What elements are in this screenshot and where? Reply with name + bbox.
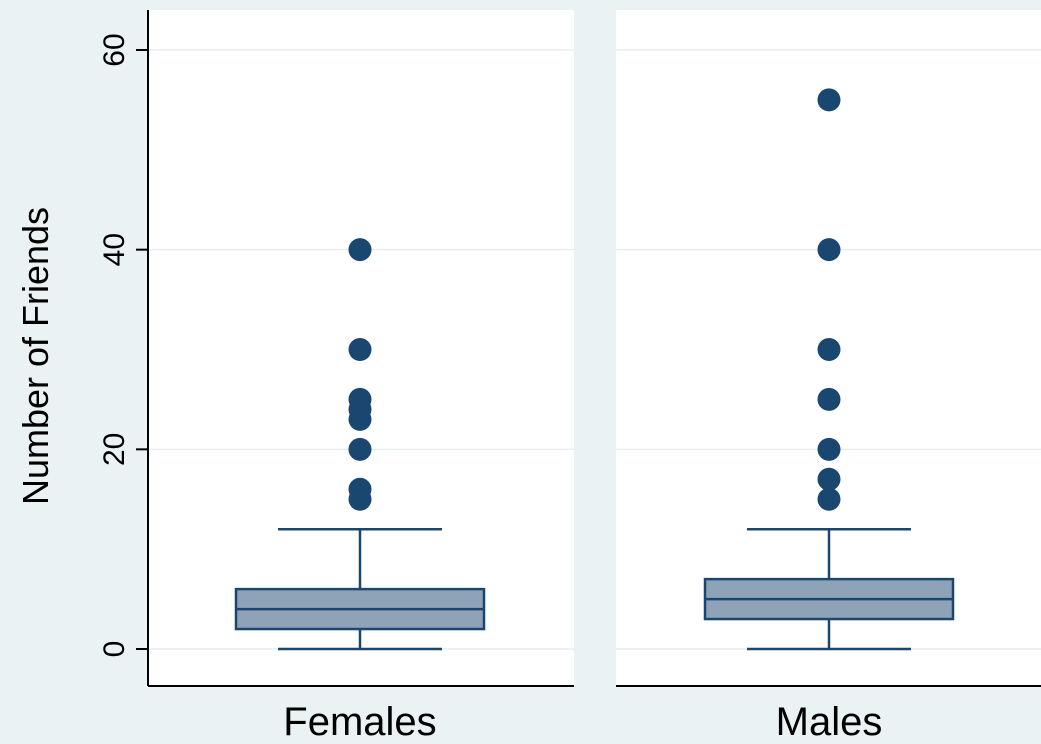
y-tick-label-20: 20: [98, 433, 131, 466]
outlier-point: [817, 487, 841, 511]
outlier-point: [348, 238, 372, 262]
outlier-point: [348, 437, 372, 461]
panel-label-males: Males: [776, 700, 883, 744]
outlier-point: [348, 477, 372, 501]
panel-males: Males: [616, 10, 1041, 744]
outlier-point: [817, 338, 841, 361]
panel-females: Females: [148, 10, 574, 744]
outlier-point: [817, 387, 841, 411]
y-tick-label-0: 0: [98, 641, 131, 658]
y-tick-label-60: 60: [98, 33, 131, 66]
outlier-point: [817, 467, 841, 491]
outlier-point: [348, 338, 372, 361]
outlier-point: [817, 437, 841, 461]
panel-label-females: Females: [283, 700, 436, 744]
outlier-point: [348, 387, 372, 411]
outlier-point: [817, 88, 841, 112]
y-tick-label-40: 40: [98, 233, 131, 266]
y-axis-title: Number of Friends: [15, 207, 56, 505]
y-axis: 0 20 40 60: [98, 10, 149, 686]
panels-layer: Females Males: [148, 10, 1041, 744]
outlier-point: [817, 238, 841, 262]
